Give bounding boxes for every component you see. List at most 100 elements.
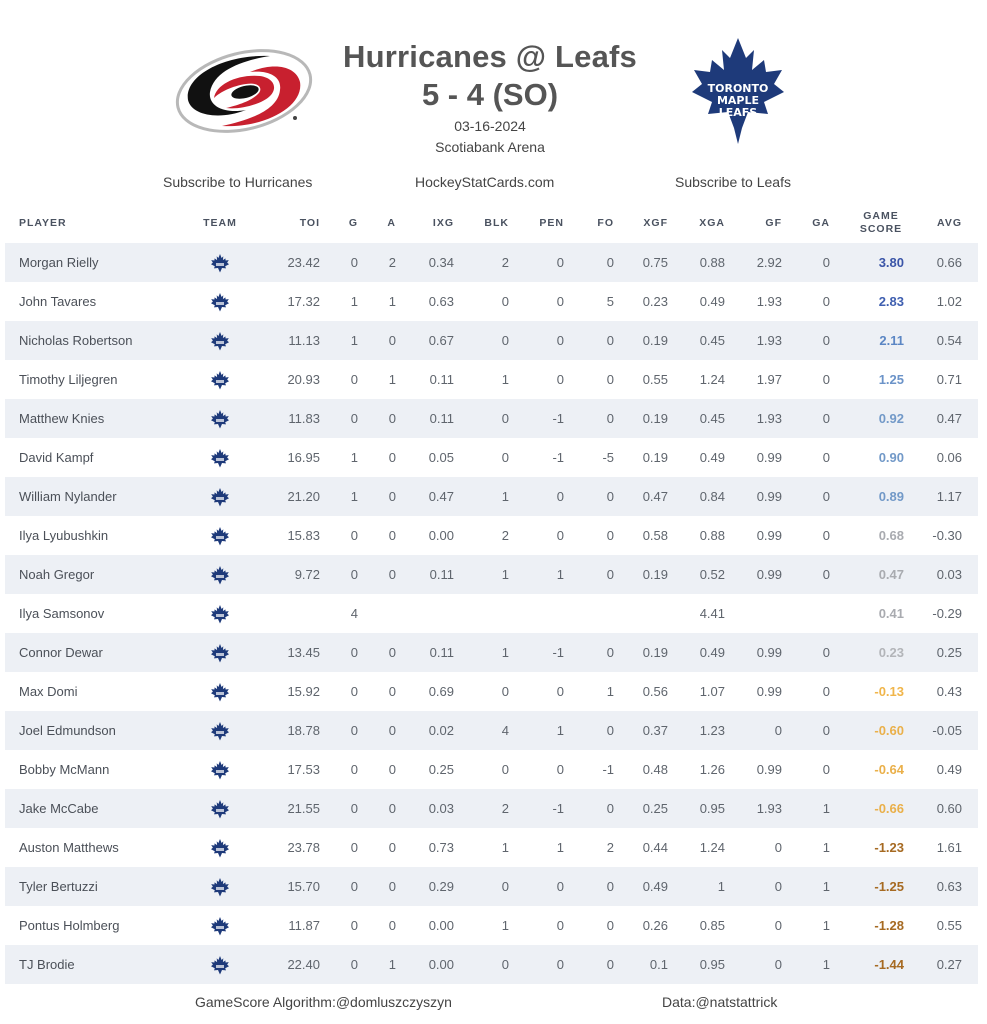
maple-leaf-icon [210,487,230,507]
col-header-avg[interactable]: AVG [937,216,962,229]
stat-ixg: 0.00 [428,918,454,933]
table-row[interactable]: Tyler Bertuzzi 15.70 0 0 0.29 0 0 0 0.49 1 0 1 -1.25… [5,867,978,906]
stat-fo: -5 [602,450,614,465]
stat-g: 1 [350,333,358,348]
stat-blk: 0 [501,762,509,777]
stat-a: 0 [388,528,396,543]
table-row[interactable]: Joel Edmundson 18.78 0 0 0.02 4 1 0 0.37 1.23 0 0 -0… [5,711,978,750]
stat-xgf: 0.26 [642,918,668,933]
hockeystatcards-link[interactable]: HockeyStatCards.com [415,174,555,190]
stat-a: 1 [388,957,396,972]
stat-a: 0 [388,333,396,348]
table-row[interactable]: John Tavares 17.32 1 1 0.63 0 0 5 0.23 0.49 1.93 0 2… [5,282,978,321]
col-header-fo[interactable]: FO [597,216,614,229]
stat-ixg [396,594,454,633]
stat-pen: 0 [556,333,564,348]
col-header-ixg[interactable]: IXG [432,216,454,229]
stat-a: 1 [388,372,396,387]
table-row[interactable]: Noah Gregor 9.72 0 0 0.11 1 1 0 0.19 0.52 0.99 0 0.4… [5,555,978,594]
avg-value: 0.60 [936,801,962,816]
stat-xga: 1.24 [699,372,725,387]
avg-value: -0.30 [932,528,962,543]
stat-fo: 0 [606,645,614,660]
stats-table-container: PLAYER TEAM TOI G A IXG BLK PEN FO XGF X… [5,203,978,984]
stat-a: 0 [388,801,396,816]
game-header: Hurricanes @ Leafs 5 - 4 (SO) 03-16-2024… [0,0,987,170]
col-header-game-score[interactable]: GAME SCORE [859,210,903,235]
stat-ixg: 0.11 [429,372,454,387]
stat-xgf: 0.44 [642,840,668,855]
player-name: Jake McCabe [19,801,99,816]
stat-a: 0 [388,762,396,777]
subscribe-leafs-link[interactable]: Subscribe to Leafs [675,174,791,190]
avg-value: 0.66 [936,255,962,270]
col-header-ga[interactable]: GA [812,216,830,229]
col-header-xga[interactable]: XGA [699,216,725,229]
subscribe-hurricanes-link[interactable]: Subscribe to Hurricanes [163,174,313,190]
table-row[interactable]: Max Domi 15.92 0 0 0.69 0 0 1 0.56 1.07 0.99 0 -0.13… [5,672,978,711]
stat-xgf: 0.56 [642,684,668,699]
table-row[interactable]: Pontus Holmberg 11.87 0 0 0.00 1 0 0 0.26 0.85 0 1 -… [5,906,978,945]
col-header-g[interactable]: G [348,216,358,229]
table-row[interactable]: Ilya Samsonov 4 4.41 0.41 -0.29 [5,594,978,633]
stat-g: 0 [350,957,358,972]
stat-blk: 2 [501,528,509,543]
stat-ixg: 0.34 [428,255,454,270]
table-row[interactable]: Matthew Knies 11.83 0 0 0.11 0 -1 0 0.19 0.45 1.93… [5,399,978,438]
table-row[interactable]: Nicholas Robertson 11.13 1 0 0.67 0 0 0 0.19 0.45… [5,321,978,360]
table-row[interactable]: Morgan Rielly 23.42 0 2 0.34 2 0 0 0.75 0.88 2.92 0… [5,243,978,282]
avg-value: 0.49 [936,762,962,777]
table-row[interactable]: David Kampf 16.95 1 0 0.05 0 -1 -5 0.19 0.49 0.99 0… [5,438,978,477]
stat-a: 0 [388,723,396,738]
table-row[interactable]: Connor Dewar 13.45 0 0 0.11 1 -1 0 0.19 0.49 0.99 0… [5,633,978,672]
stat-ixg: 0.69 [428,684,454,699]
final-score: 5 - 4 (SO) [421,77,559,112]
player-name: Bobby McMann [19,762,110,777]
table-row[interactable]: Jake McCabe 21.55 0 0 0.03 2 -1 0 0.25 0.95 1.93 1 -… [5,789,978,828]
stat-pen: -1 [552,411,564,426]
table-row[interactable]: Ilya Lyubushkin 15.83 0 0 0.00 2 0 0 0.58 0.88 0.9… [5,516,978,555]
col-header-team[interactable]: TEAM [203,216,237,229]
stat-a: 0 [388,840,396,855]
col-header-gf[interactable]: GF [765,216,782,229]
player-name: Nicholas Robertson [19,333,133,348]
stat-g: 4 [350,606,358,621]
maple-leafs-logo-icon: TORONTO MAPLE LEAFS [692,38,784,144]
team-cell [180,789,260,828]
stat-xga: 1.23 [699,723,725,738]
game-score-value: 0.23 [878,645,904,660]
stat-toi: 9.72 [294,567,320,582]
table-row[interactable]: Auston Matthews 23.78 0 0 0.73 1 1 2 0.44 1.24 0 1 -… [5,828,978,867]
stat-blk [454,594,509,633]
stat-g: 0 [350,840,358,855]
stat-xgf: 0.19 [642,645,668,660]
player-name: Auston Matthews [19,840,119,855]
col-header-toi[interactable]: TOI [299,216,320,229]
stat-g: 0 [350,762,358,777]
stat-toi: 23.42 [287,255,320,270]
table-row[interactable]: TJ Brodie 22.40 0 1 0.00 0 0 0 0.1 0.95 0 1 -1.44 0.2… [5,945,978,984]
stat-fo: 0 [606,372,614,387]
maple-leaf-icon [210,799,230,819]
stat-toi: 22.40 [287,957,320,972]
col-header-player[interactable]: PLAYER [19,216,67,229]
maple-leaf-icon [210,526,230,546]
player-name: Morgan Rielly [19,255,99,270]
table-row[interactable]: William Nylander 21.20 1 0 0.47 1 0 0 0.47 0.84 0.… [5,477,978,516]
stat-xgf: 0.1 [649,957,668,972]
col-header-blk[interactable]: BLK [484,216,509,229]
col-header-pen[interactable]: PEN [539,216,564,229]
team-cell [180,945,260,984]
stat-gf: 0.99 [756,762,782,777]
stat-a: 0 [388,645,396,660]
stat-toi: 15.83 [287,528,320,543]
game-score-value: -0.66 [874,801,904,816]
col-header-xgf[interactable]: XGF [643,216,668,229]
table-row[interactable]: Timothy Liljegren 20.93 0 1 0.11 1 0 0 0.55 1.24 1… [5,360,978,399]
stat-a: 0 [388,684,396,699]
table-row[interactable]: Bobby McMann 17.53 0 0 0.25 0 0 -1 0.48 1.26 0.99 0… [5,750,978,789]
maple-leaf-icon [210,448,230,468]
stat-blk: 0 [501,957,509,972]
col-header-a[interactable]: A [387,216,396,229]
stat-blk: 0 [501,411,509,426]
